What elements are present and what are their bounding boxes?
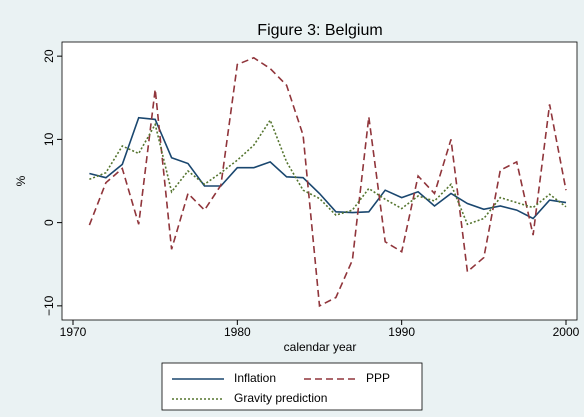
x-axis-label: calendar year <box>284 340 357 354</box>
y-tick-label: −10 <box>42 295 56 316</box>
y-tick-label: 20 <box>42 49 56 63</box>
y-axis-label: % <box>14 175 28 186</box>
plot-area <box>61 41 578 321</box>
legend-label: Gravity prediction <box>234 391 327 405</box>
legend-label: PPP <box>366 371 390 385</box>
y-tick-label: 10 <box>42 132 56 146</box>
legend <box>161 362 423 411</box>
series-line <box>88 56 567 308</box>
series-line <box>89 116 567 220</box>
y-tick-label: 0 <box>42 219 56 226</box>
x-tick-label: 1970 <box>60 325 87 339</box>
x-tick-label: 2000 <box>553 325 580 339</box>
chart-title: Figure 3: Belgium <box>257 22 382 39</box>
x-tick-label: 1980 <box>224 325 251 339</box>
x-tick-label: 1990 <box>388 325 415 339</box>
legend-label: Inflation <box>234 371 276 385</box>
